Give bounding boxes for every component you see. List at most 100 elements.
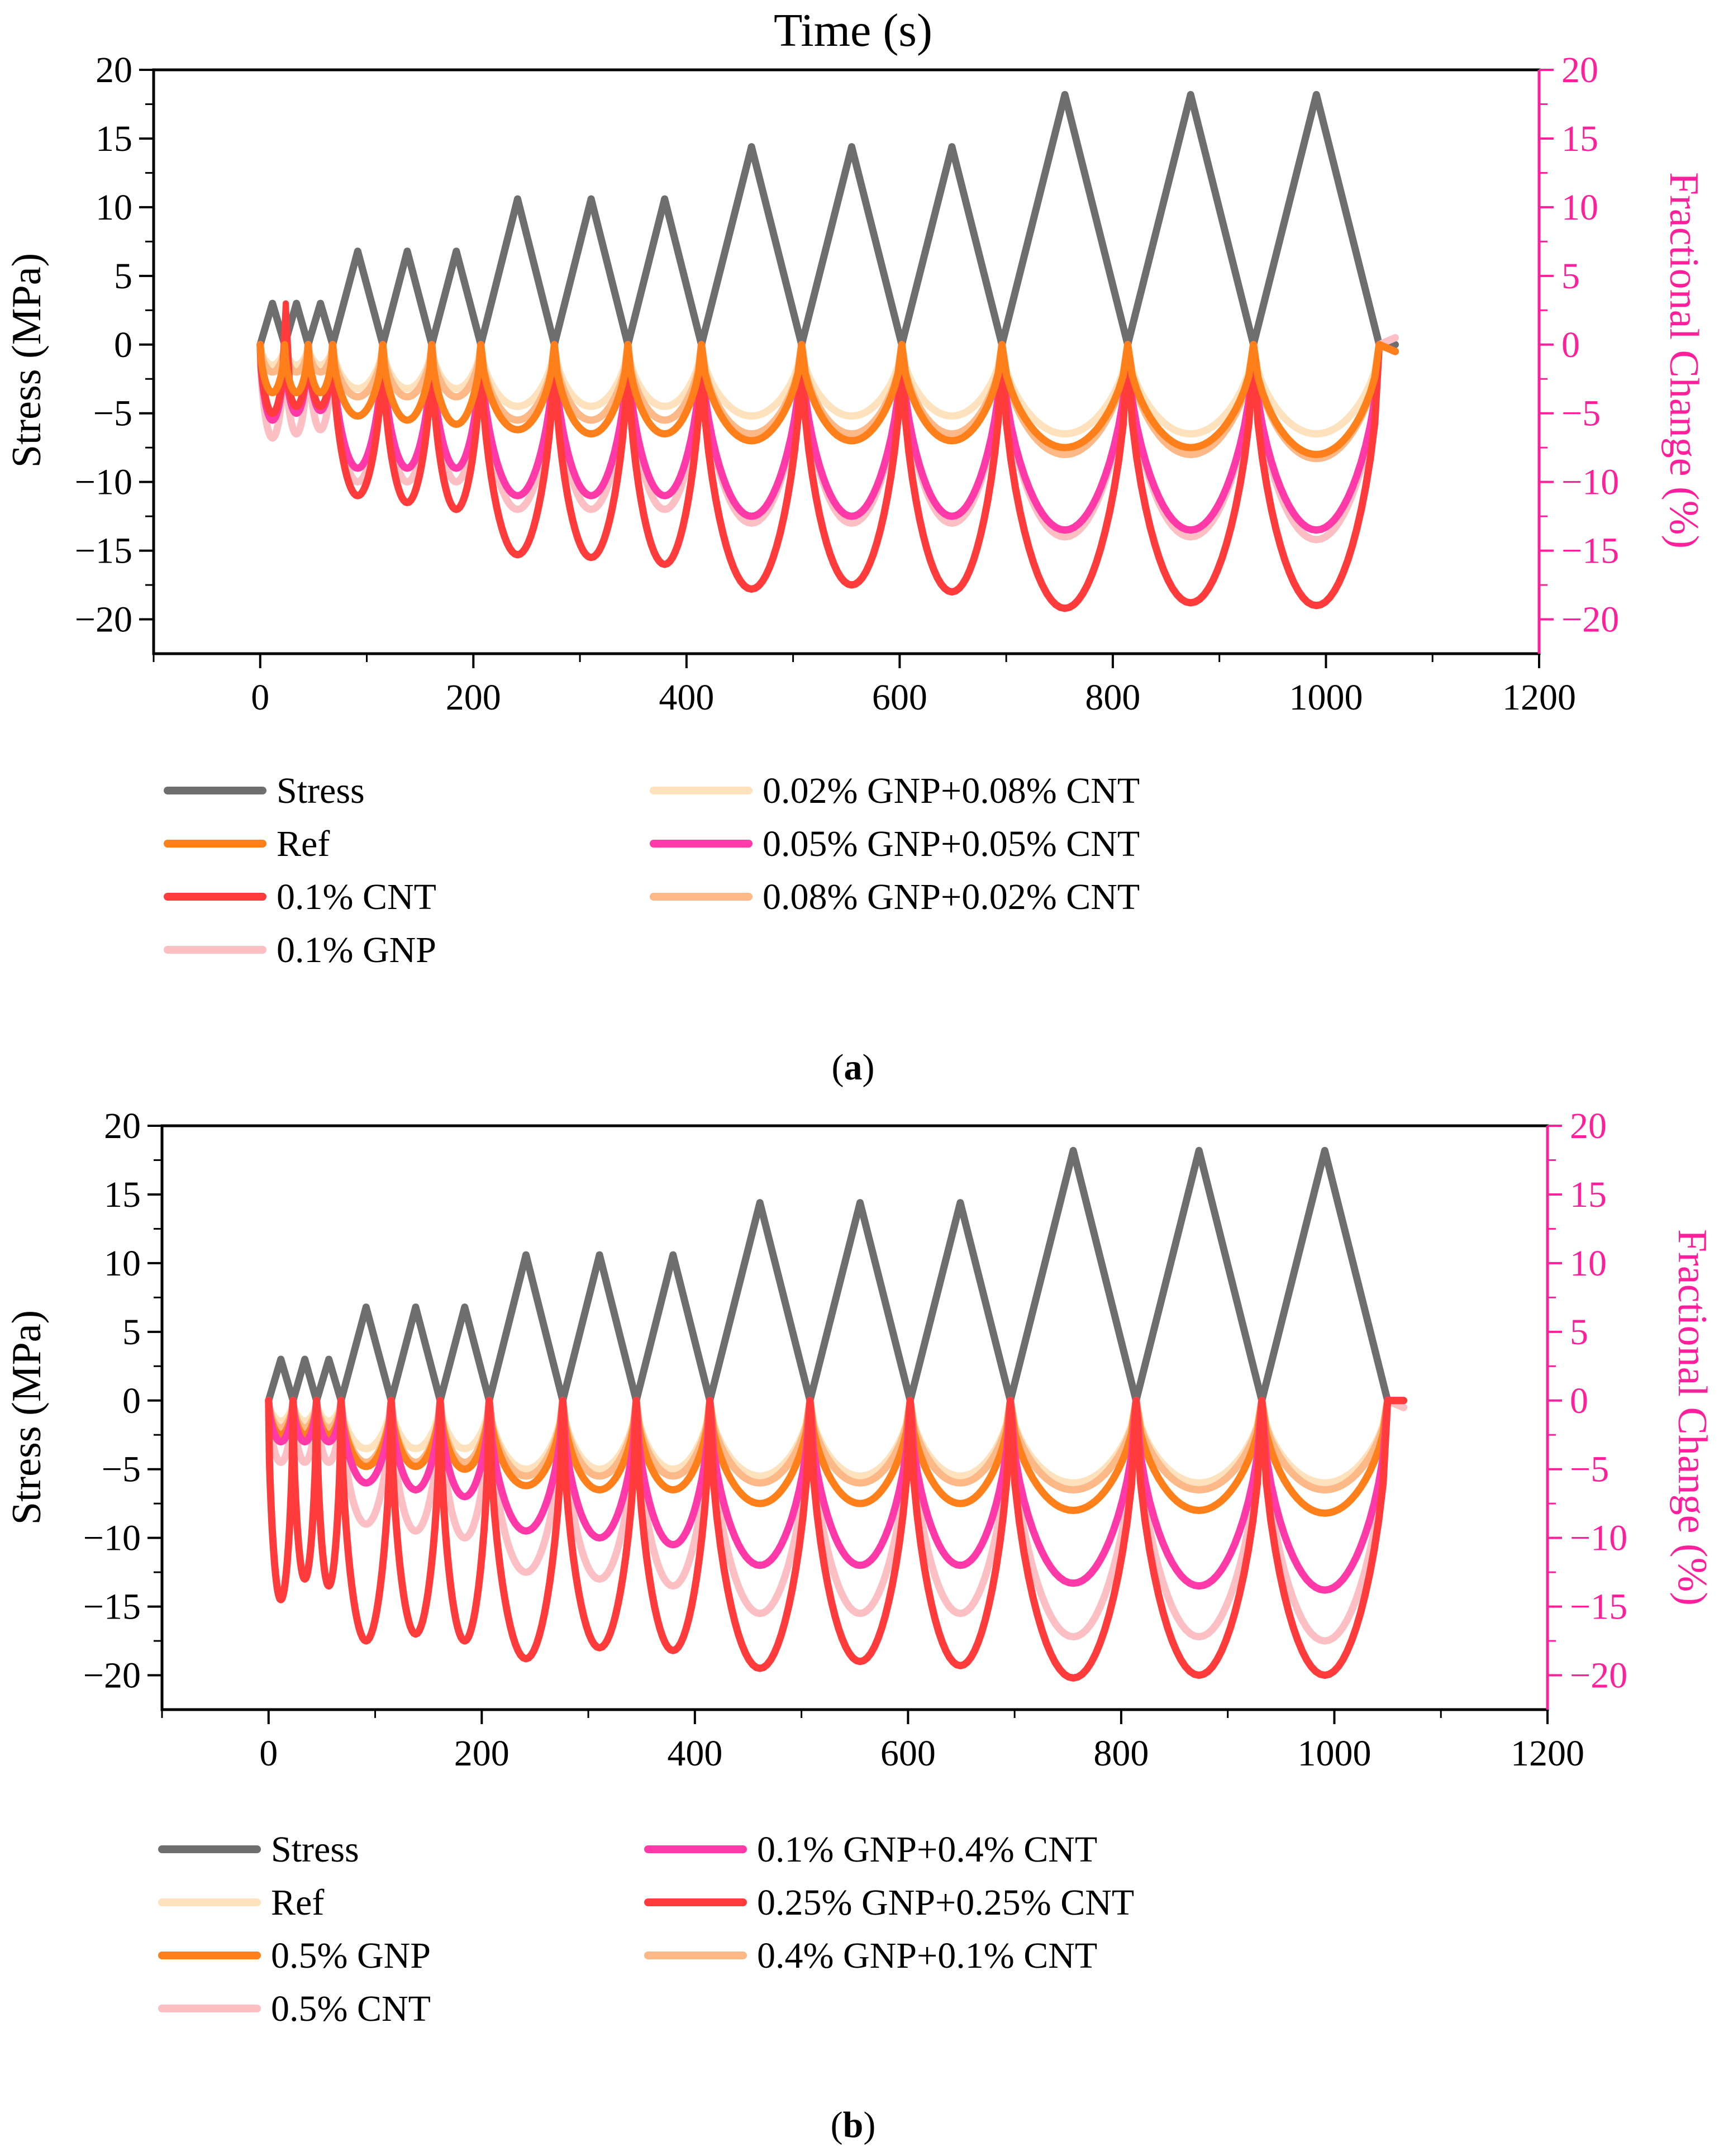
panel-label-letter: b bbox=[843, 2105, 864, 2145]
y-tick-label: −20 bbox=[75, 599, 132, 640]
legend: Stress Ref 0.5% GNP 0.5% CNT 0.1% GNP+0.4% C… bbox=[158, 1829, 1134, 2029]
y-tick-label: 20 bbox=[96, 50, 132, 91]
series-line bbox=[256, 341, 1399, 438]
legend-entry: 0.1% CNT bbox=[164, 877, 436, 917]
y-axis-label: Stress (MPa) bbox=[4, 1310, 50, 1525]
legend-entry: 0.05% GNP+0.05% CNT bbox=[650, 824, 1140, 864]
y-tick-label: 10 bbox=[96, 187, 132, 228]
y-tick-label: −10 bbox=[83, 1518, 141, 1559]
y-tick-label: 5 bbox=[114, 256, 132, 297]
y-tick-label: 0 bbox=[122, 1381, 141, 1421]
y2-tick-label: 5 bbox=[1570, 1312, 1588, 1353]
legend: Stress Ref 0.1% CNT 0.1% GNP 0.02% GNP+0.08%… bbox=[164, 770, 1140, 970]
legend-label: 0.4% GNP+0.1% CNT bbox=[757, 1935, 1097, 1976]
legend-label: Ref bbox=[277, 824, 330, 864]
legend-label: Stress bbox=[271, 1829, 359, 1870]
x-tick-label: 0 bbox=[259, 1733, 278, 1774]
y2-tick-label: 15 bbox=[1561, 118, 1598, 159]
y-tick-label: 5 bbox=[122, 1312, 141, 1353]
y2-tick-label: 20 bbox=[1561, 50, 1598, 91]
legend-label: 0.1% GNP+0.4% CNT bbox=[757, 1829, 1097, 1870]
x-tick-label: 1000 bbox=[1297, 1733, 1371, 1774]
x-tick-label: 200 bbox=[446, 677, 501, 718]
y2-tick-label: 10 bbox=[1561, 187, 1598, 228]
legend-entry: 0.1% GNP+0.4% CNT bbox=[644, 1829, 1097, 1870]
y2-tick-label: 10 bbox=[1570, 1243, 1607, 1284]
series-line bbox=[265, 1146, 1407, 1405]
legend-entry: 0.5% CNT bbox=[158, 1988, 431, 2029]
y2-tick-label: −5 bbox=[1570, 1449, 1609, 1490]
axis-ticks: 0 200 400 600 800 1000 1200−20 −20−15 −15−10 −10−… bbox=[75, 50, 1619, 718]
y-tick-label: 15 bbox=[104, 1174, 141, 1215]
y2-tick-label: 0 bbox=[1561, 325, 1580, 365]
x-tick-label: 400 bbox=[659, 677, 714, 718]
y2-tick-label: 5 bbox=[1561, 256, 1580, 297]
legend-entry: 0.25% GNP+0.25% CNT bbox=[644, 1882, 1134, 1923]
series-line bbox=[265, 1397, 1407, 1645]
series-line bbox=[256, 91, 1399, 349]
y2-tick-label: −20 bbox=[1570, 1655, 1627, 1696]
legend-label: 0.1% GNP bbox=[277, 930, 436, 970]
panel-a: Time (s) 0 200 400 600 800 1000 1200−20 −20−15−… bbox=[4, 4, 1707, 1088]
y-axis-label: Stress (MPa) bbox=[4, 253, 50, 468]
series-line bbox=[265, 1397, 1407, 1682]
legend-label: 0.5% CNT bbox=[271, 1988, 431, 2029]
y-tick-label: −10 bbox=[75, 462, 132, 503]
legend-entry: Ref bbox=[158, 1882, 324, 1923]
y2-tick-label: 15 bbox=[1570, 1174, 1607, 1215]
panel-label-letter: a bbox=[844, 1047, 863, 1088]
y-tick-label: 20 bbox=[104, 1106, 141, 1146]
series-line bbox=[256, 341, 1399, 612]
legend-label: 0.02% GNP+0.08% CNT bbox=[763, 770, 1140, 811]
legend-entry: Stress bbox=[164, 770, 365, 811]
series-line bbox=[256, 341, 1399, 463]
x-tick-label: 800 bbox=[1085, 677, 1140, 718]
y2-tick-label: −15 bbox=[1570, 1587, 1627, 1627]
y-tick-label: −20 bbox=[83, 1655, 141, 1696]
x-tick-label: 200 bbox=[454, 1733, 509, 1774]
legend-entry: Stress bbox=[158, 1829, 359, 1870]
legend-label: Stress bbox=[277, 770, 365, 811]
series-layer bbox=[265, 1146, 1407, 1682]
axis-ticks: 0 200 400 600 800 1000 1200−20 −20−15 −15−10 −10−… bbox=[83, 1106, 1627, 1774]
legend-label: 0.25% GNP+0.25% CNT bbox=[757, 1882, 1134, 1923]
x-tick-label: 1000 bbox=[1289, 677, 1363, 718]
series-layer bbox=[256, 91, 1399, 612]
legend-entry: 0.1% GNP bbox=[164, 930, 436, 970]
y2-tick-label: 20 bbox=[1570, 1106, 1607, 1146]
x-tick-label: 1200 bbox=[1511, 1733, 1584, 1774]
x-tick-label: 1200 bbox=[1502, 677, 1576, 718]
legend-label: 0.05% GNP+0.05% CNT bbox=[763, 824, 1140, 864]
x-tick-label: 600 bbox=[872, 677, 927, 718]
legend-label: 0.5% GNP bbox=[271, 1935, 431, 1976]
x-tick-label: 0 bbox=[251, 677, 269, 718]
series-line bbox=[256, 334, 1399, 544]
panel-label: (a) bbox=[832, 1047, 875, 1088]
series-line bbox=[265, 1397, 1407, 1594]
x-tick-label: 400 bbox=[667, 1733, 722, 1774]
y2-tick-label: −15 bbox=[1561, 531, 1619, 572]
y2-tick-label: 0 bbox=[1570, 1381, 1588, 1421]
series-line bbox=[256, 341, 1399, 534]
y2-axis-label: Fractional Change (%) bbox=[1661, 172, 1707, 549]
y-tick-label: −15 bbox=[83, 1587, 141, 1627]
panel-label: (b) bbox=[831, 2105, 876, 2145]
x-tick-label: 800 bbox=[1093, 1733, 1149, 1774]
y2-axis-label: Fractional Change (%) bbox=[1669, 1229, 1715, 1606]
legend-entry: 0.5% GNP bbox=[158, 1935, 431, 1976]
y-tick-label: −5 bbox=[102, 1449, 141, 1490]
chart-title: Time (s) bbox=[774, 4, 932, 56]
y-tick-label: −5 bbox=[93, 393, 132, 434]
legend-label: 0.1% CNT bbox=[277, 877, 436, 917]
legend-entry: 0.4% GNP+0.1% CNT bbox=[644, 1935, 1097, 1976]
legend-label: 0.08% GNP+0.02% CNT bbox=[763, 877, 1140, 917]
y2-tick-label: −10 bbox=[1570, 1518, 1627, 1559]
y-tick-label: 0 bbox=[114, 325, 132, 365]
series-line bbox=[265, 1397, 1407, 1494]
legend-entry: 0.02% GNP+0.08% CNT bbox=[650, 770, 1140, 811]
y2-tick-label: −10 bbox=[1561, 462, 1619, 503]
legend-entry: Ref bbox=[164, 824, 330, 864]
y-tick-label: 10 bbox=[104, 1243, 141, 1284]
panel-b: 0 200 400 600 800 1000 1200−20 −20−15 −15−10 −10−… bbox=[4, 1106, 1715, 2145]
